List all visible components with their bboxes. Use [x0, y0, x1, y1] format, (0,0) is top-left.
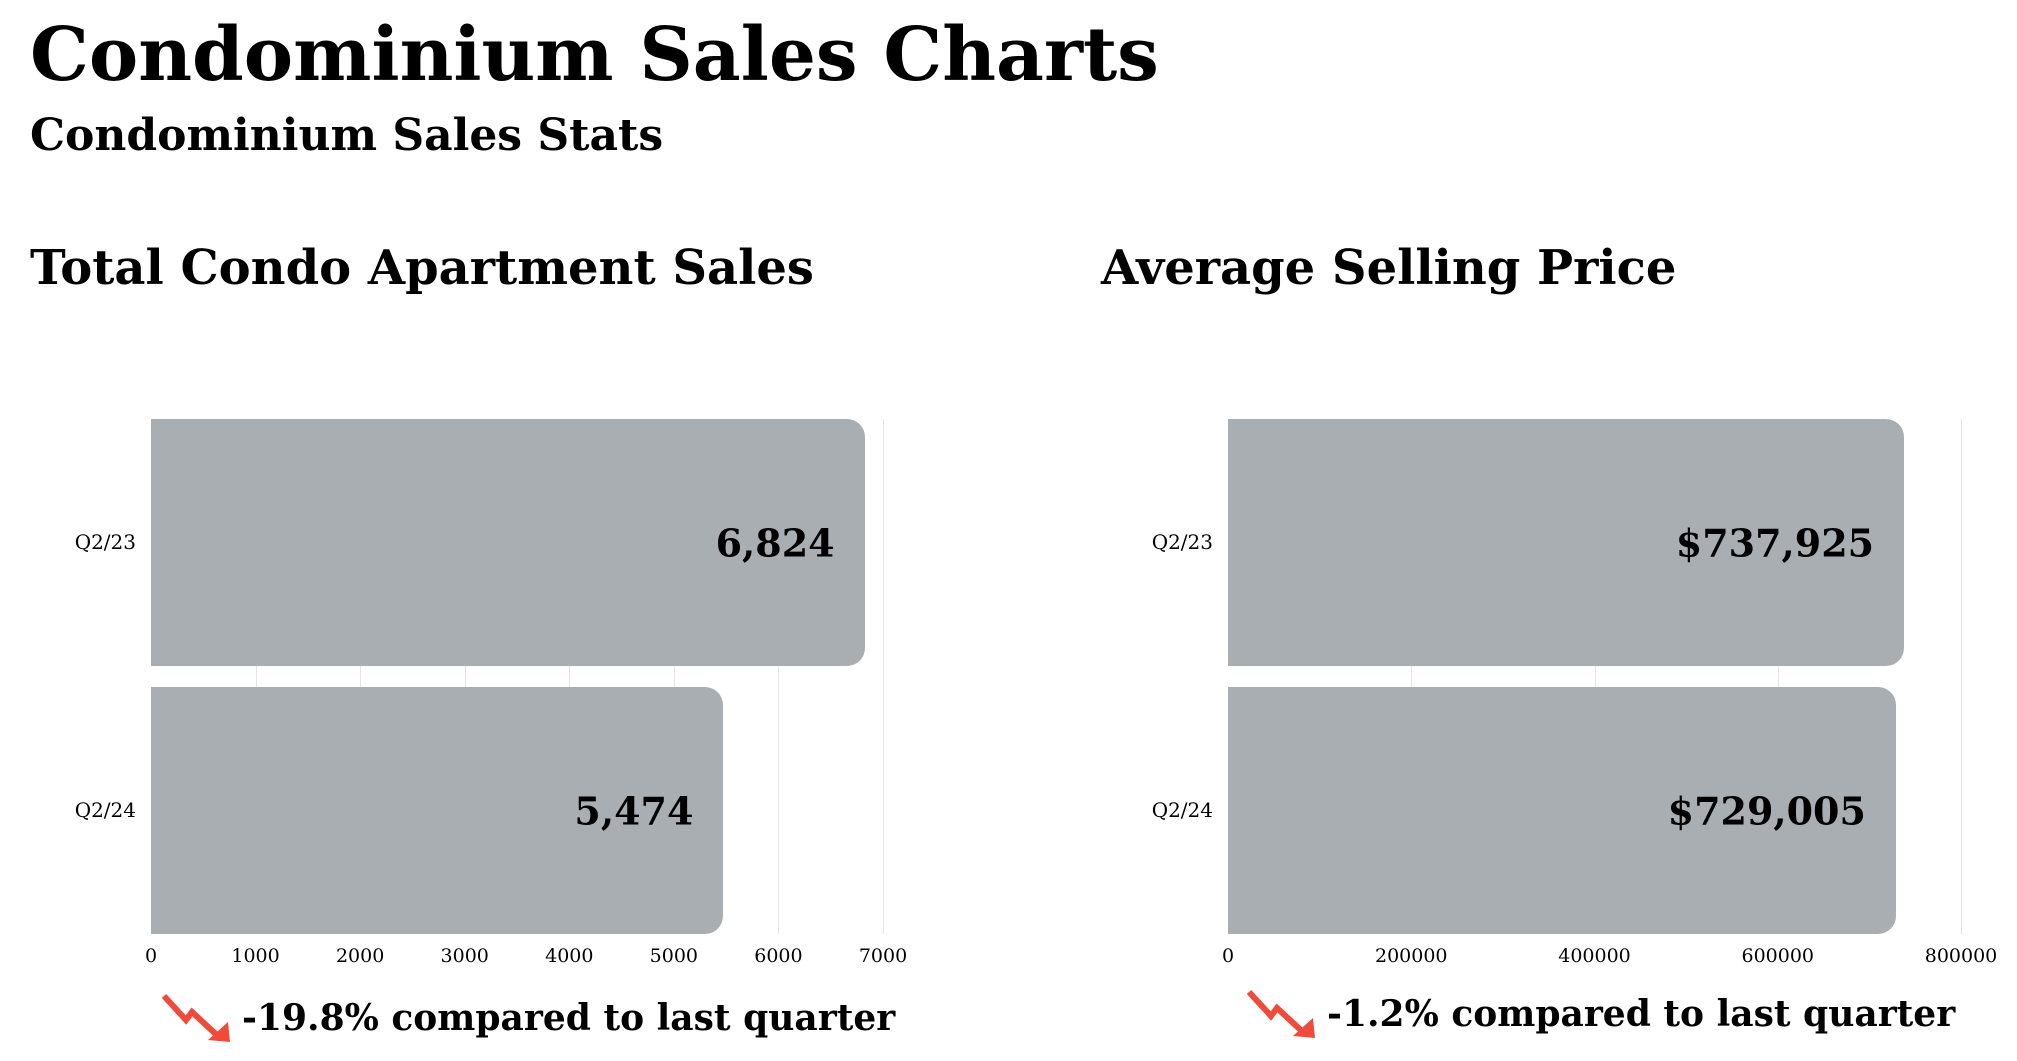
x-tick-label: 200000 [1374, 945, 1448, 967]
gridline [1411, 419, 1413, 934]
x-tick-label: 800000 [1924, 945, 1998, 967]
category-label: Q2/23 [1151, 530, 1213, 554]
price-change-text: -1.2% compared to last quarter [1327, 993, 1956, 1035]
x-tick-label: 0 [144, 945, 158, 967]
gridline [883, 419, 884, 934]
gridline [255, 419, 257, 934]
bar-Q2-24: $729,005 [1228, 687, 1896, 934]
category-label: Q2/24 [74, 798, 136, 822]
x-tick-label: 7000 [858, 945, 908, 967]
trend-down-icon [161, 993, 230, 1042]
gridline [360, 419, 362, 934]
gridline [464, 419, 466, 934]
category-label: Q2/24 [1151, 798, 1213, 822]
gridline [1961, 419, 1962, 934]
x-tick-label: 2000 [335, 945, 385, 967]
x-tick-label: 0 [1221, 945, 1235, 967]
bar-Q2-24: 5,474 [151, 687, 724, 934]
bar-Q2-23: 6,824 [151, 419, 865, 666]
chart-title-price: Average Selling Price [1101, 240, 1677, 296]
bar-value-label: $729,005 [1667, 788, 1866, 833]
price-chart: 0 200000 400000 600000 800000 $737,925 Q2/23 $7… [1152, 400, 1997, 1000]
trend-down-icon [1246, 989, 1315, 1038]
page-subtitle: Condominium Sales Stats [30, 110, 664, 161]
bar-value-label: 6,824 [715, 520, 835, 565]
bar-Q2-23: $737,925 [1228, 419, 1905, 666]
gridline [778, 419, 780, 934]
page-title: Condominium Sales Charts [30, 12, 1159, 98]
category-label: Q2/23 [74, 530, 136, 554]
gridline [1777, 419, 1779, 934]
bar-value-label: 5,474 [574, 788, 694, 833]
gridline [673, 419, 675, 934]
chart-title-sales: Total Condo Apartment Sales [30, 240, 814, 296]
x-tick-label: 600000 [1741, 945, 1815, 967]
x-tick-label: 4000 [545, 945, 594, 967]
gridline [1594, 419, 1596, 934]
x-tick-label: 1000 [231, 945, 280, 967]
x-tick-label: 3000 [440, 945, 489, 967]
price-change-note: -1.2% compared to last quarter [1245, 986, 1955, 1042]
x-tick-label: 6000 [754, 945, 803, 967]
gridline [569, 419, 571, 934]
sales-change-text: -19.8% compared to last quarter [242, 997, 896, 1039]
bar-value-label: $737,925 [1675, 520, 1875, 565]
x-tick-label: 400000 [1558, 945, 1631, 967]
x-tick-label: 5000 [649, 945, 699, 967]
sales-chart: 0 1000 2000 3000 4000 5000 6000 7000 6,824 Q2/23 5… [75, 400, 907, 1000]
sales-change-note: -19.8% compared to last quarter [160, 990, 895, 1046]
